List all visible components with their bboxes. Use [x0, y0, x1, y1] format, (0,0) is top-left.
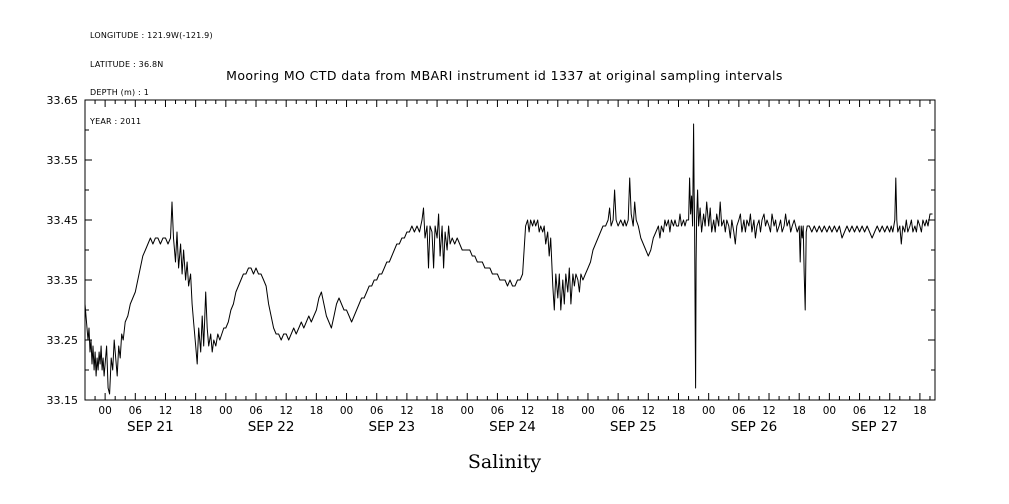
- x-day-label: SEP 25: [610, 419, 657, 435]
- x-tick-label: 12: [883, 405, 896, 417]
- x-tick-label: 06: [249, 405, 263, 417]
- chart-title: Mooring MO CTD data from MBARI instrumen…: [226, 68, 783, 83]
- x-tick-label: 18: [310, 405, 323, 417]
- x-tick-label: 18: [913, 405, 926, 417]
- x-day-label: SEP 22: [248, 419, 295, 435]
- metadata-line-latitude: LATITUDE : 36.8N: [90, 59, 164, 69]
- y-tick-label: 33.55: [47, 154, 79, 167]
- x-tick-label: 18: [551, 405, 564, 417]
- x-day-label: SEP 26: [731, 419, 778, 435]
- x-tick-label: 00: [98, 405, 111, 417]
- x-tick-label: 00: [702, 405, 715, 417]
- x-tick-label: 06: [491, 405, 505, 417]
- x-tick-label: 18: [672, 405, 685, 417]
- x-tick-label: 00: [823, 405, 836, 417]
- x-tick-label: 06: [370, 405, 384, 417]
- metadata-line-depth: DEPTH (m) : 1: [90, 88, 149, 97]
- x-tick-label: 06: [732, 405, 746, 417]
- metadata-line-year: YEAR : 2011: [90, 116, 142, 126]
- x-axis-label: Salinity: [467, 451, 542, 473]
- x-day-label: SEP 24: [489, 419, 536, 435]
- x-tick-label: 00: [581, 405, 594, 417]
- x-day-label: SEP 23: [368, 419, 415, 435]
- x-tick-label: 12: [521, 405, 534, 417]
- metadata-line-longitude: LONGITUDE : 121.9W(-121.9): [90, 31, 213, 40]
- plot-metadata: LONGITUDE : 121.9W(-121.9) LATITUDE : 36…: [90, 12, 213, 145]
- y-tick-label: 33.15: [47, 394, 79, 407]
- x-tick-label: 12: [762, 405, 775, 417]
- x-tick-label: 12: [279, 405, 292, 417]
- y-tick-label: 33.45: [47, 214, 79, 227]
- y-tick-label: 33.65: [47, 94, 79, 107]
- x-tick-label: 00: [219, 405, 232, 417]
- y-tick-label: 33.25: [47, 334, 79, 347]
- x-tick-label: 06: [853, 405, 867, 417]
- x-tick-label: 18: [793, 405, 806, 417]
- x-tick-label: 00: [340, 405, 353, 417]
- x-day-label: SEP 27: [851, 419, 898, 435]
- x-tick-label: 06: [611, 405, 625, 417]
- y-tick-label: 33.35: [47, 274, 79, 287]
- plot-frame: [84, 99, 936, 401]
- x-tick-label: 12: [400, 405, 413, 417]
- x-tick-label: 06: [129, 405, 143, 417]
- data-line: [84, 123, 933, 395]
- x-day-label: SEP 21: [127, 419, 174, 435]
- x-tick-label: 00: [461, 405, 474, 417]
- x-tick-label: 18: [430, 405, 443, 417]
- x-tick-label: 12: [159, 405, 172, 417]
- x-tick-label: 18: [189, 405, 202, 417]
- x-tick-label: 12: [642, 405, 655, 417]
